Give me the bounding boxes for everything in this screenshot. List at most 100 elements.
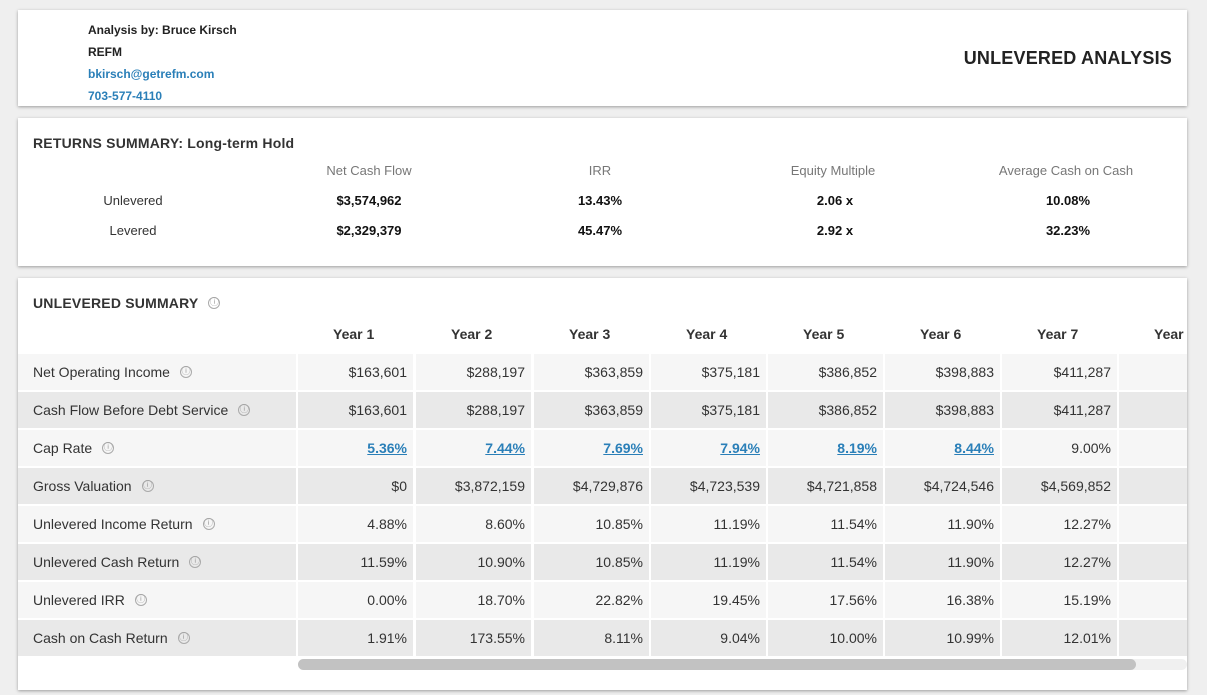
row-label-text: Net Operating Income [33,364,170,380]
row-label: Cash on Cash Return ⓘ [18,620,296,656]
info-icon[interactable]: ⓘ [102,442,115,454]
levered-net-cash-flow: $2,329,379 [336,223,402,238]
unlevered-summary-title-text: UNLEVERED SUMMARY [33,295,199,311]
levered-irr: 45.47% [577,223,623,238]
table-cell: $398,883 [885,354,1000,390]
info-icon[interactable]: ⓘ [238,404,251,416]
table-cell: 11.59% [298,544,413,580]
table-row: Cash Flow Before Debt Service ⓘ $163,601 $2… [18,392,1187,428]
row-label: Cap Rate ⓘ [18,430,296,466]
contact-info: Analysis by: Bruce Kirsch REFM bkirsch@g… [88,23,237,111]
info-icon[interactable]: ⓘ [179,366,192,378]
table-cell: 16.38% [885,582,1000,618]
table-cell: $375,181 [651,392,766,428]
table-cell: 15.19% [1002,582,1117,618]
table-cell: 12.01% [1002,620,1117,656]
row-label-text: Unlevered IRR [33,592,125,608]
year-header: Year 7 [1037,326,1079,342]
table-cell: 9.00% [1002,430,1117,466]
table-cell: $288,197 [416,392,531,428]
levered-avg-cash-on-cash: 32.23% [1045,223,1091,238]
horizontal-scrollbar[interactable] [298,659,1187,670]
cap-rate-link[interactable]: 8.19% [768,430,883,466]
table-cell: $386,852 [768,392,883,428]
year-header: Year 3 [569,326,611,342]
info-icon[interactable]: ⓘ [202,518,215,530]
cap-rate-link[interactable]: 7.69% [534,430,649,466]
table-cell: 1 [1119,506,1187,542]
table-cell: 1 [1119,544,1187,580]
row-label: Cash Flow Before Debt Service ⓘ [18,392,296,428]
table-cell: 11.54% [768,544,883,580]
info-icon[interactable]: ⓘ [208,297,221,309]
table-cell: $4,7 [1119,468,1187,504]
table-cell: 0.00% [298,582,413,618]
table-cell: 1.91% [298,620,413,656]
info-icon[interactable]: ⓘ [141,480,154,492]
table-cell: $288,197 [416,354,531,390]
column-header-irr: IRR [588,163,612,178]
table-cell: 11.19% [651,506,766,542]
table-cell: $4,723,539 [651,468,766,504]
unlevered-irr: 13.43% [577,193,623,208]
row-label-text: Gross Valuation [33,478,132,494]
cap-rate-link[interactable]: 8.44% [885,430,1000,466]
unlevered-equity-multiple: 2.06 x [816,193,854,208]
table-cell: $0 [298,468,413,504]
email-link[interactable]: bkirsch@getrefm.com [88,67,215,81]
year-header: Year 5 [803,326,845,342]
table-cell: $163,601 [298,354,413,390]
table-cell: 8.11% [534,620,649,656]
table-row: Cash on Cash Return ⓘ 1.91% 173.55% 8.11% 9.0… [18,620,1187,656]
year-header: Year 4 [686,326,728,342]
row-label: Gross Valuation ⓘ [18,468,296,504]
table-cell: $398,883 [885,392,1000,428]
scrollbar-thumb[interactable] [298,659,1136,670]
table-cell: $4,721,858 [768,468,883,504]
table-cell: $411,287 [1002,392,1117,428]
table-cell: 18.70% [416,582,531,618]
table-cell: $3,872,159 [416,468,531,504]
header-card: Analysis by: Bruce Kirsch REFM bkirsch@g… [18,10,1187,106]
table-cell [1119,430,1187,466]
phone-link[interactable]: 703-577-4110 [88,89,163,103]
table-cell: 19.45% [651,582,766,618]
cap-rate-link[interactable]: 5.36% [298,430,413,466]
table-cell: 17.56% [768,582,883,618]
table-row: Gross Valuation ⓘ $0 $3,872,159 $4,729,876 $4… [18,468,1187,504]
analyst-name: Analysis by: Bruce Kirsch [88,23,237,37]
unlevered-summary-title: UNLEVERED SUMMARY ⓘ [33,295,221,311]
table-cell: 4.88% [298,506,413,542]
returns-summary-card: RETURNS SUMMARY: Long-term Hold Net Cash… [18,118,1187,266]
table-cell: $42 [1119,392,1187,428]
unlevered-net-cash-flow: $3,574,962 [336,193,402,208]
table-cell: 10.85% [534,544,649,580]
info-icon[interactable]: ⓘ [189,556,202,568]
info-icon[interactable]: ⓘ [134,594,147,606]
column-header-net-cash-flow: Net Cash Flow [326,163,412,178]
table-cell: 9.04% [651,620,766,656]
table-cell: $42 [1119,354,1187,390]
table-cell: $386,852 [768,354,883,390]
table-cell: 10.99% [885,620,1000,656]
year-header: Year 2 [451,326,493,342]
cap-rate-link[interactable]: 7.94% [651,430,766,466]
table-cell: 12.27% [1002,506,1117,542]
year-header: Year 6 [920,326,962,342]
info-icon[interactable]: ⓘ [177,632,190,644]
returns-summary-table: Net Cash Flow IRR Equity Multiple Averag… [18,118,1187,266]
table-row: Net Operating Income ⓘ $163,601 $288,197 $36… [18,354,1187,390]
table-cell: 10.85% [534,506,649,542]
row-label-text: Unlevered Income Return [33,516,193,532]
returns-summary-title: RETURNS SUMMARY: Long-term Hold [33,135,295,151]
table-cell: $4,569,852 [1002,468,1117,504]
row-label-text: Unlevered Cash Return [33,554,180,570]
row-label-text: Cap Rate [33,440,93,456]
table-cell: 11.19% [651,544,766,580]
year-header: Year [1154,326,1184,342]
row-label: Net Operating Income ⓘ [18,354,296,390]
table-cell: $4,729,876 [534,468,649,504]
cap-rate-link[interactable]: 7.44% [416,430,531,466]
table-cell: 1 [1119,582,1187,618]
row-label: Unlevered IRR ⓘ [18,582,296,618]
